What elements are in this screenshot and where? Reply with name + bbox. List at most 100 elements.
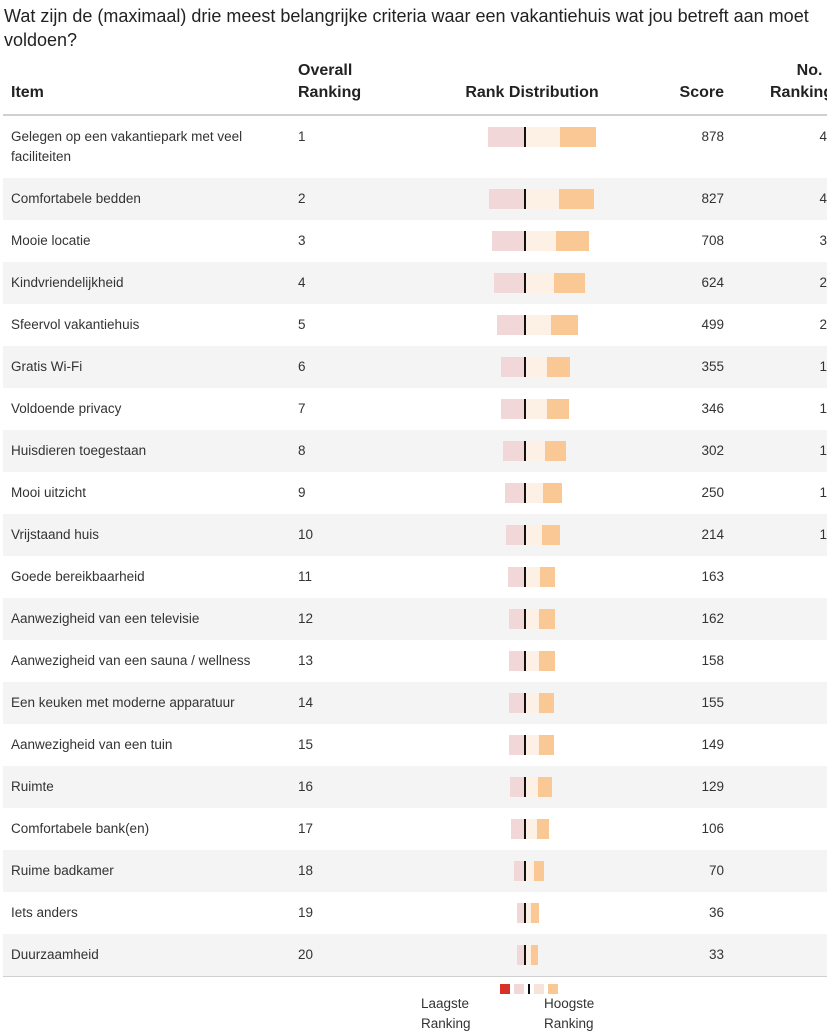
dist-segment-high [560,127,596,147]
row-number-of-rankings: 81 [732,682,827,724]
dist-segment-low [491,231,524,251]
row-rank-distribution [436,934,628,977]
dist-segment-low [511,819,524,839]
row-item-label: Ruimte [3,766,290,808]
rank-distribution-bar [436,189,612,209]
row-item-label: Voldoende privacy [11,401,122,416]
row-rank-distribution [436,178,628,220]
dist-segment-high [554,273,585,293]
dist-segment-mid [524,315,552,335]
dist-segment-high [537,777,552,797]
row-overall-ranking: 19 [298,905,314,920]
row-overall-ranking: 2 [290,178,436,220]
table-row: Voldoende privacy 7 346 183 [3,388,827,430]
dist-segment-mid [524,231,557,251]
dist-segment-mid [524,609,540,629]
row-score: 149 [701,737,724,752]
row-score: 214 [628,514,732,556]
row-overall-ranking: 6 [290,346,436,388]
legend-label-lowest: Laagste Ranking [421,996,471,1031]
legend-midline [528,984,530,994]
row-score: 878 [701,129,724,144]
rank-distribution-bar [436,127,612,147]
dist-segment-high [538,735,554,755]
dist-segment-low [508,567,524,587]
row-rank-distribution [436,262,628,304]
row-item-label: Aanwezigheid van een televisie [3,598,290,640]
row-rank-distribution [436,682,628,724]
row-overall-ranking: 5 [298,317,306,332]
dist-segment-high [539,693,555,713]
row-number-of-rankings: 173 [732,346,827,388]
row-overall-ranking: 7 [298,401,306,416]
dist-segment-high [541,525,560,545]
dist-segment-high [543,483,563,503]
row-rank-distribution [436,514,628,556]
dist-segment-high [536,819,549,839]
row-item-label: Sfeervol vakantiehuis [11,317,140,332]
dist-segment-low [513,861,524,881]
dist-segment-mid [524,399,547,419]
rank-distribution-bar [436,525,612,545]
row-score: 302 [628,430,732,472]
dist-segment-low [516,903,524,923]
row-item-label: Comfortabele bedden [3,178,290,220]
dist-segment-mid [524,777,538,797]
row-overall-ranking: 8 [290,430,436,472]
row-rank-distribution [436,724,628,766]
dist-segment-low [504,483,524,503]
row-overall-ranking: 15 [298,737,314,752]
row-rank-distribution [436,115,628,178]
dist-segment-low [502,441,524,461]
dist-segment-low [488,127,524,147]
dist-segment-mid [524,735,539,755]
dist-midline [524,189,526,209]
rank-distribution-bar [436,441,612,461]
header-score[interactable]: Score [679,84,724,101]
rank-distribution-bar [436,651,612,671]
row-rank-distribution [436,766,628,808]
header-number-of-rankings[interactable]: No. ofRankings [769,62,827,101]
row-score: 129 [628,766,732,808]
row-item-label: Ruime badkamer [3,850,290,892]
row-score: 624 [628,262,732,304]
row-score: 250 [701,485,724,500]
row-rank-distribution [436,304,628,346]
row-number-of-rankings: 439 [819,129,827,144]
table-row: Gratis Wi-Fi6 355173 [3,346,827,388]
row-item-label: Een keuken met moderne apparatuur [3,682,290,724]
rank-legend: Laagste Ranking Hoogste Ranking [418,982,618,1036]
row-overall-ranking: 1 [298,129,306,144]
row-rank-distribution [436,556,628,598]
row-rank-distribution [436,388,628,430]
dist-segment-mid [524,525,542,545]
header-item[interactable]: Item [11,84,44,101]
rank-distribution-bar [436,861,612,881]
row-item-label: Goede bereikbaarheid [11,569,145,584]
dist-segment-mid [524,567,540,587]
dist-segment-high [531,903,539,923]
row-overall-ranking: 14 [290,682,436,724]
row-number-of-rankings: 123 [819,485,827,500]
row-score: 158 [701,653,724,668]
row-overall-ranking: 10 [290,514,436,556]
row-score: 708 [701,233,724,248]
dist-midline [524,127,526,147]
row-overall-ranking: 4 [290,262,436,304]
row-score: 106 [701,821,724,836]
rank-distribution-bar [436,399,612,419]
table-header-row: Item Overall Ranking Rank Distribution Sc… [3,58,827,115]
header-overall-ranking[interactable]: Overall Ranking [298,62,362,101]
dist-midline [524,483,526,503]
dist-midline [524,777,526,797]
dist-segment-mid [524,127,560,147]
row-score: 499 [701,317,724,332]
dist-segment-high [556,231,589,251]
row-overall-ranking: 3 [298,233,306,248]
row-item-label: Gelegen op een vakantiepark met veel fac… [11,129,243,164]
dist-segment-mid [524,441,546,461]
row-score: 36 [708,905,724,920]
